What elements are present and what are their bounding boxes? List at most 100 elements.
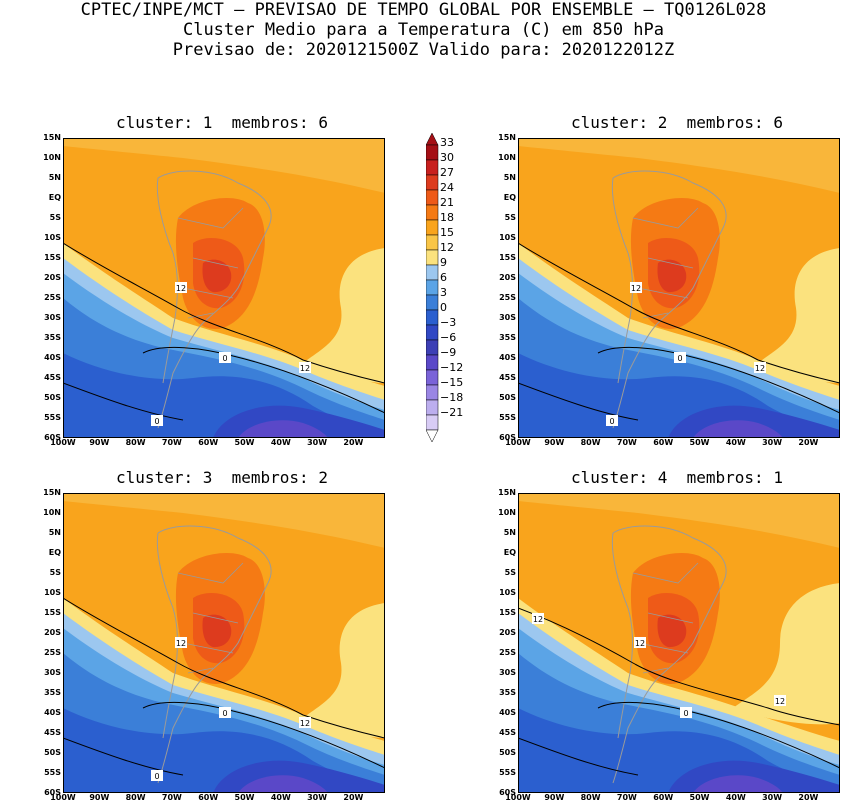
colorbar-segment bbox=[426, 264, 439, 281]
lat-tick-label: 50S bbox=[44, 748, 61, 757]
country-borders bbox=[632, 562, 699, 674]
lat-tick-label: 60S bbox=[44, 433, 61, 442]
contour-label: 12 bbox=[299, 362, 311, 373]
lon-tick-label: 70W bbox=[616, 793, 637, 802]
lon-tick-label: 80W bbox=[125, 793, 146, 802]
lat-tick-label: 10S bbox=[499, 233, 516, 242]
colorbar-segment bbox=[426, 189, 439, 206]
colorbar-segment bbox=[426, 414, 439, 431]
contour-label: 12 bbox=[532, 613, 544, 624]
lat-tick-label: 10N bbox=[43, 508, 61, 517]
lat-tick-label: 55S bbox=[499, 413, 516, 422]
lat-tick-label: 15S bbox=[44, 608, 61, 617]
lat-tick-label: 50S bbox=[44, 393, 61, 402]
title-line-3: Previsao de: 2020121500Z Valido para: 20… bbox=[172, 40, 675, 60]
field-band-minus9-minus6 bbox=[238, 420, 328, 438]
title-line-2: Cluster Medio para a Temperatura (C) em … bbox=[182, 20, 665, 40]
contour-12 bbox=[518, 607, 840, 726]
colorbar-level-label: 3 bbox=[440, 286, 447, 299]
panel-2-title: cluster: 2 membros: 6 bbox=[571, 113, 783, 132]
lon-tick-label: 50W bbox=[689, 793, 710, 802]
lat-tick-label: 60S bbox=[499, 788, 516, 797]
svg-text:0: 0 bbox=[222, 354, 227, 363]
lat-tick-label: 45S bbox=[44, 373, 61, 382]
map-frame bbox=[63, 138, 385, 438]
colorbar-level-label: 33 bbox=[440, 136, 454, 149]
svg-text:12: 12 bbox=[533, 615, 543, 624]
svg-text:12: 12 bbox=[775, 697, 785, 706]
lat-tick-label: 5S bbox=[504, 213, 516, 222]
field-band-top bbox=[518, 138, 840, 193]
svg-text:12: 12 bbox=[755, 364, 765, 373]
svg-text:0: 0 bbox=[677, 354, 682, 363]
colorbar-level-label: 27 bbox=[440, 166, 454, 179]
contour-label: 12 bbox=[175, 637, 187, 648]
colorbar-level-label: −6 bbox=[440, 331, 457, 344]
lat-tick-label: 5S bbox=[49, 213, 61, 222]
country-borders bbox=[177, 207, 244, 319]
lat-tick-label: 20S bbox=[499, 273, 516, 282]
contour-label: 0 bbox=[680, 707, 692, 718]
lon-tick-label: 50W bbox=[689, 438, 710, 447]
lon-tick-label: 50W bbox=[234, 438, 255, 447]
colorbar-level-label: −12 bbox=[440, 361, 464, 374]
contour-0 bbox=[63, 701, 385, 776]
colorbar-level-label: 0 bbox=[440, 301, 447, 314]
colorbar-segment bbox=[426, 384, 439, 401]
lat-tick-label: 10S bbox=[44, 233, 61, 242]
temperature-field: 12 0 12 0 bbox=[63, 493, 385, 793]
lat-tick-label: 5N bbox=[503, 528, 516, 537]
field-band-minus9-minus6 bbox=[238, 775, 328, 793]
lat-tick-label: 15S bbox=[499, 253, 516, 262]
field-band-top bbox=[63, 493, 385, 548]
south-america-coastline bbox=[611, 525, 727, 784]
map-frame bbox=[518, 138, 840, 438]
lon-tick-label: 30W bbox=[762, 793, 783, 802]
lon-tick-label: 90W bbox=[89, 438, 110, 447]
colorbar-segment bbox=[426, 339, 439, 356]
lat-tick-label: 30S bbox=[44, 313, 61, 322]
colorbar-segment bbox=[426, 204, 439, 221]
lat-tick-label: 5N bbox=[48, 173, 61, 182]
lat-tick-label: 35S bbox=[44, 688, 61, 697]
panel-4-title: cluster: 4 membros: 1 bbox=[571, 468, 783, 487]
colorbar-segment bbox=[426, 174, 439, 191]
lat-tick-label: 20S bbox=[44, 273, 61, 282]
lat-tick-label: 50S bbox=[499, 748, 516, 757]
lat-tick-label: 5S bbox=[504, 568, 516, 577]
lat-tick-label: 30S bbox=[499, 313, 516, 322]
contour-12 bbox=[518, 242, 840, 384]
colorbar-level-label: 6 bbox=[440, 271, 447, 284]
contour-label: 12 bbox=[630, 282, 642, 293]
colorbar-segment bbox=[426, 309, 439, 326]
lat-tick-label: 5N bbox=[503, 173, 516, 182]
lat-tick-label: 10N bbox=[43, 153, 61, 162]
contour-label: 0 bbox=[219, 707, 231, 718]
svg-text:12: 12 bbox=[176, 639, 186, 648]
lon-tick-label: 90W bbox=[544, 793, 565, 802]
lat-tick-label: 10N bbox=[498, 153, 516, 162]
lon-tick-label: 90W bbox=[544, 438, 565, 447]
colorbar-segment bbox=[426, 159, 439, 176]
lon-tick-label: 100W bbox=[505, 438, 531, 447]
svg-text:12: 12 bbox=[300, 719, 310, 728]
svg-text:12: 12 bbox=[635, 639, 645, 648]
map-frame bbox=[63, 493, 385, 793]
field-band-9-12-east bbox=[733, 583, 840, 725]
lat-tick-label: 60S bbox=[499, 433, 516, 442]
lat-tick-label: 25S bbox=[44, 293, 61, 302]
contour-label: 0 bbox=[151, 770, 163, 781]
contour-12 bbox=[63, 242, 385, 384]
map-panel-2: 12 0 12 0 bbox=[518, 138, 840, 438]
contour-0 bbox=[518, 346, 840, 421]
map-frame bbox=[518, 493, 840, 793]
colorbar-level-label: 24 bbox=[440, 181, 454, 194]
panel-3-title: cluster: 3 membros: 2 bbox=[116, 468, 328, 487]
lat-tick-label: 5S bbox=[49, 568, 61, 577]
contour-label: 0 bbox=[606, 415, 618, 426]
lon-tick-label: 90W bbox=[89, 793, 110, 802]
lon-tick-label: 20W bbox=[798, 793, 819, 802]
contour-12 bbox=[63, 597, 385, 739]
colorbar-segment bbox=[426, 144, 439, 161]
contour-label: 12 bbox=[299, 717, 311, 728]
